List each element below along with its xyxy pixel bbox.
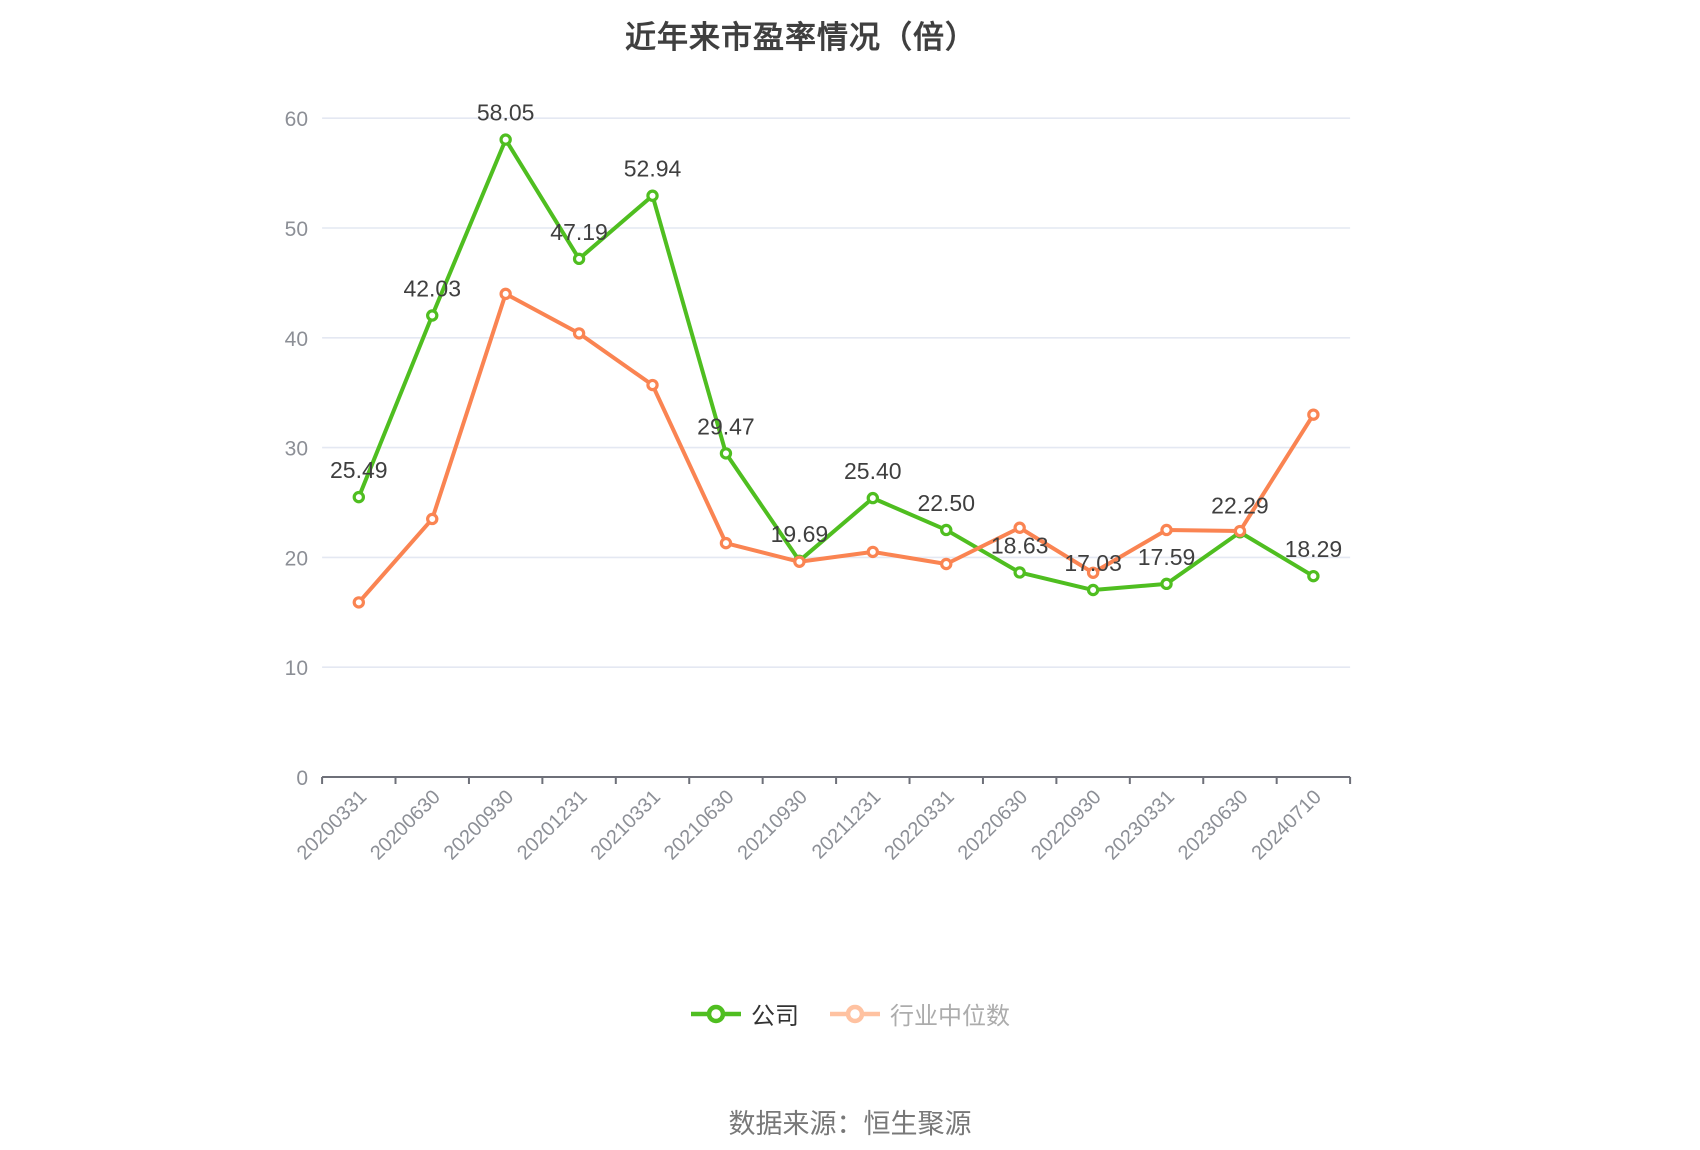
legend-item-industry[interactable]: 行业中位数 [829,996,1010,1031]
data-point-company-20220630[interactable] [1013,566,1026,579]
data-point-industry-20200630[interactable] [426,512,439,526]
value-label-20230630: 22.29 [1211,492,1269,518]
x-axis-label-20200331: 20200331 [293,786,371,864]
data-point-company-20200630[interactable] [426,309,439,322]
series-line-company [356,137,1316,593]
value-label-20220630: 18.63 [991,532,1049,558]
x-axis-label-20220331: 20220331 [880,786,958,864]
data-point-industry-20200930[interactable] [499,287,512,301]
data-point-company-20210630[interactable] [719,447,733,460]
data-source-note: 数据来源：恒生聚源 [728,1109,972,1139]
legend-label-industry: 行业中位数 [890,1003,1010,1030]
value-label-20200331: 25.49 [330,457,388,483]
data-point-company-20220930[interactable] [1086,583,1100,597]
data-point-industry-20211231[interactable] [866,545,880,559]
data-point-company-20210331[interactable] [646,189,659,202]
y-axis-label-20: 20 [285,547,308,570]
value-label-20230331: 17.59 [1138,544,1196,570]
data-point-industry-20220331[interactable] [940,557,953,571]
value-label-20211231: 25.40 [844,458,902,484]
data-point-industry-20201231[interactable] [572,327,586,340]
legend-marker-company [691,1004,741,1023]
legend-item-company[interactable]: 公司 [690,996,799,1031]
value-label-20200630: 42.03 [403,276,461,302]
x-axis-label-20200930: 20200930 [440,786,518,864]
y-axis-label-60: 60 [285,108,308,131]
data-point-company-20220331[interactable] [940,523,953,537]
y-axis-label-0: 0 [296,767,308,790]
x-axis-label-20210630: 20210630 [660,786,738,864]
value-label-20220930: 17.03 [1064,550,1122,576]
data-point-company-20240710[interactable] [1307,569,1320,583]
data-point-industry-20220630[interactable] [1013,521,1026,534]
x-axis-label-20211231: 20211231 [808,786,885,863]
value-label-20201231: 47.19 [550,219,608,245]
data-point-company-20200331[interactable] [352,490,365,504]
data-point-company-20201231[interactable] [572,252,586,266]
x-axis-label-20240710: 20240710 [1247,786,1325,864]
value-label-20210630: 29.47 [697,413,755,439]
data-point-company-20200930[interactable] [499,133,512,146]
x-axis-label-20220630: 20220630 [954,786,1032,864]
data-point-industry-20210630[interactable] [719,536,733,550]
data-point-industry-20220930[interactable] [1086,566,1100,579]
data-point-industry-20230331[interactable] [1160,523,1173,537]
chart-title: 近年来市盈率情况（倍） [625,20,977,55]
data-point-industry-20210930[interactable] [793,555,806,568]
x-axis-label-20220930: 20220930 [1027,786,1105,864]
pe-ratio-line-chart: 0102030405060202003312020063020200930202… [285,100,1352,864]
data-point-industry-20210331[interactable] [646,378,659,392]
chart-legend: 公司 行业中位数 [0,996,1700,1031]
data-point-industry-20230630[interactable] [1233,524,1247,538]
x-axis-label-20201231: 20201231 [513,786,591,864]
x-axis-label-20230630: 20230630 [1174,786,1252,864]
data-point-industry-20240710[interactable] [1307,408,1320,421]
x-axis-label-20200630: 20200630 [366,786,444,864]
legend-marker-industry [830,1004,880,1023]
value-label-20240710: 18.29 [1285,536,1343,562]
data-point-company-20230331[interactable] [1160,577,1173,591]
y-axis-label-10: 10 [285,657,308,680]
x-axis-label-20210331: 20210331 [587,786,665,864]
x-axis-label-20210930: 20210930 [733,786,811,864]
x-axis-label-20230331: 20230331 [1101,786,1179,864]
value-label-20210331: 52.94 [624,156,682,182]
y-axis-label-40: 40 [285,328,308,351]
series-line-industry [356,291,1316,605]
y-axis-label-30: 30 [285,438,308,461]
data-point-company-20211231[interactable] [866,491,880,505]
data-point-industry-20200331[interactable] [352,596,365,609]
value-label-20210930: 19.69 [771,521,829,547]
value-label-20220331: 22.50 [917,490,975,516]
value-label-20200930: 58.05 [477,100,535,126]
y-axis-label-50: 50 [285,218,308,241]
legend-label-company: 公司 [751,1003,799,1030]
